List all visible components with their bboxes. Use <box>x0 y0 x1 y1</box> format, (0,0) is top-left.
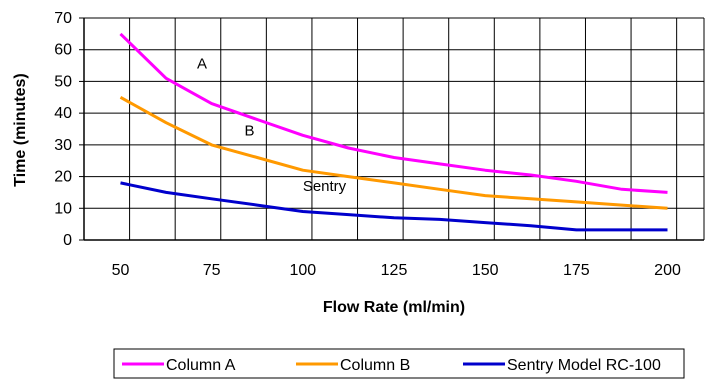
y-tick-label: 30 <box>54 137 72 154</box>
x-tick-labels: 50 75 100 125 150 175 200 <box>112 262 681 279</box>
y-tick-labels: 0 10 20 30 40 50 60 70 <box>54 10 84 249</box>
y-tick-label: 0 <box>63 232 72 249</box>
legend-box <box>113 348 685 379</box>
x-tick-label: 175 <box>563 262 590 279</box>
legend: Column A Column B Sentry Model RC-100 <box>113 348 685 379</box>
y-tick-label: 20 <box>54 169 72 186</box>
legend-label: Column B <box>340 357 410 374</box>
x-tick-label: 200 <box>654 262 681 279</box>
x-axis-title: Flow Rate (ml/min) <box>323 299 465 316</box>
series-line-sentry-model-rc-100 <box>120 181 668 232</box>
series-line-column-b <box>119 95 668 210</box>
series-lines <box>119 32 668 232</box>
x-tick-label: 50 <box>112 262 130 279</box>
x-tick-label: 100 <box>289 262 316 279</box>
series-annotation: A <box>197 56 207 73</box>
series-line-column-a <box>119 32 668 194</box>
y-axis-title: Time (minutes) <box>12 73 29 187</box>
legend-label: Column A <box>166 357 236 374</box>
series-annotations: A B Sentry <box>197 56 347 195</box>
series-annotation: Sentry <box>303 178 347 195</box>
y-tick-label: 60 <box>54 42 72 59</box>
y-tick-label: 40 <box>54 105 72 122</box>
legend-label: Sentry Model RC-100 <box>507 357 661 374</box>
x-tick-label: 75 <box>203 262 221 279</box>
y-tick-label: 50 <box>54 73 72 90</box>
x-tick-label: 125 <box>381 262 408 279</box>
axes <box>83 18 705 241</box>
y-tick-label: 70 <box>54 10 72 27</box>
x-tick-label: 150 <box>472 262 499 279</box>
y-tick-label: 10 <box>54 200 72 217</box>
series-annotation: B <box>244 122 254 139</box>
